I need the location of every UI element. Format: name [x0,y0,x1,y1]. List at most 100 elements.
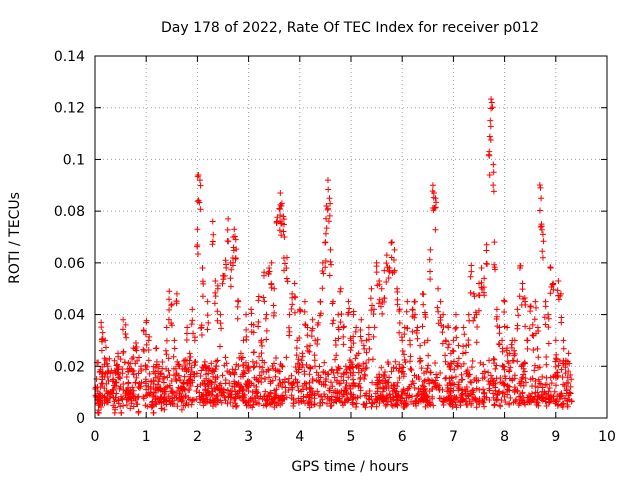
data-point [226,380,233,387]
data-point [555,296,562,303]
data-point [307,342,314,349]
data-point [326,195,333,202]
data-point [105,399,112,406]
data-point [326,272,333,279]
data-point [222,377,229,384]
data-point [152,345,159,352]
data-point [467,378,474,385]
data-point [143,378,150,385]
data-point [245,387,252,394]
data-point [187,373,194,380]
data-point [182,393,189,400]
data-point [208,360,215,367]
data-point [520,394,527,401]
data-point [338,373,345,380]
data-point [516,393,523,400]
data-point [440,311,447,318]
data-point [405,385,412,392]
data-point [333,398,340,405]
data-point [460,343,467,350]
data-point [560,337,567,344]
data-point [535,354,542,361]
data-point [536,394,543,401]
data-point [473,339,480,346]
data-point [249,404,256,411]
data-point [187,353,194,360]
data-point [463,384,470,391]
data-point [183,330,190,337]
data-point [419,382,426,389]
data-point [228,394,235,401]
data-point [163,324,170,331]
data-point [127,405,134,412]
data-point [221,362,228,369]
data-point [454,360,461,367]
data-point [260,368,267,375]
data-point [175,384,182,391]
data-point [506,375,513,382]
data-point [471,293,478,300]
data-point [170,389,177,396]
data-point [379,310,386,317]
data-point [256,372,263,379]
data-point [162,347,169,354]
data-point [490,390,497,397]
y-tick-label: 0.04 [54,308,85,324]
data-point [432,226,439,233]
data-point [255,319,262,326]
data-point [104,369,111,376]
data-point [285,375,292,382]
y-tick-label: 0 [76,411,85,427]
data-point [123,374,130,381]
data-point [529,321,536,328]
data-point [499,362,506,369]
data-point [272,373,279,380]
data-point [516,380,523,387]
data-point [308,333,315,340]
data-point [118,409,125,416]
data-point [209,367,216,374]
data-point [292,294,299,301]
data-point [408,381,415,388]
data-point [159,358,166,365]
data-point [268,259,275,266]
data-point [380,371,387,378]
data-point [291,293,298,300]
data-point [486,381,493,388]
data-point [423,368,430,375]
data-point [534,399,541,406]
data-point [404,324,411,331]
data-point [433,383,440,390]
data-point [282,376,289,383]
data-point [500,380,507,387]
data-point [481,292,488,299]
data-point [150,389,157,396]
data-point [407,365,414,372]
data-point [293,352,300,359]
data-point [219,372,226,379]
data-point [386,391,393,398]
data-point [312,337,319,344]
data-point [217,380,224,387]
data-point [270,360,277,367]
data-point [279,400,286,407]
data-point [258,350,265,357]
data-point [555,277,562,284]
data-point [130,387,137,394]
data-point [481,374,488,381]
data-point [497,379,504,386]
data-point [381,368,388,375]
data-point [384,379,391,386]
data-point [237,373,244,380]
data-point [532,378,539,385]
data-point [286,332,293,339]
data-point [112,394,119,401]
data-point [149,402,156,409]
data-point [563,358,570,365]
data-point [242,399,249,406]
data-point [542,381,549,388]
data-point [393,401,400,408]
data-point [457,402,464,409]
data-point [515,402,522,409]
data-point [524,337,531,344]
